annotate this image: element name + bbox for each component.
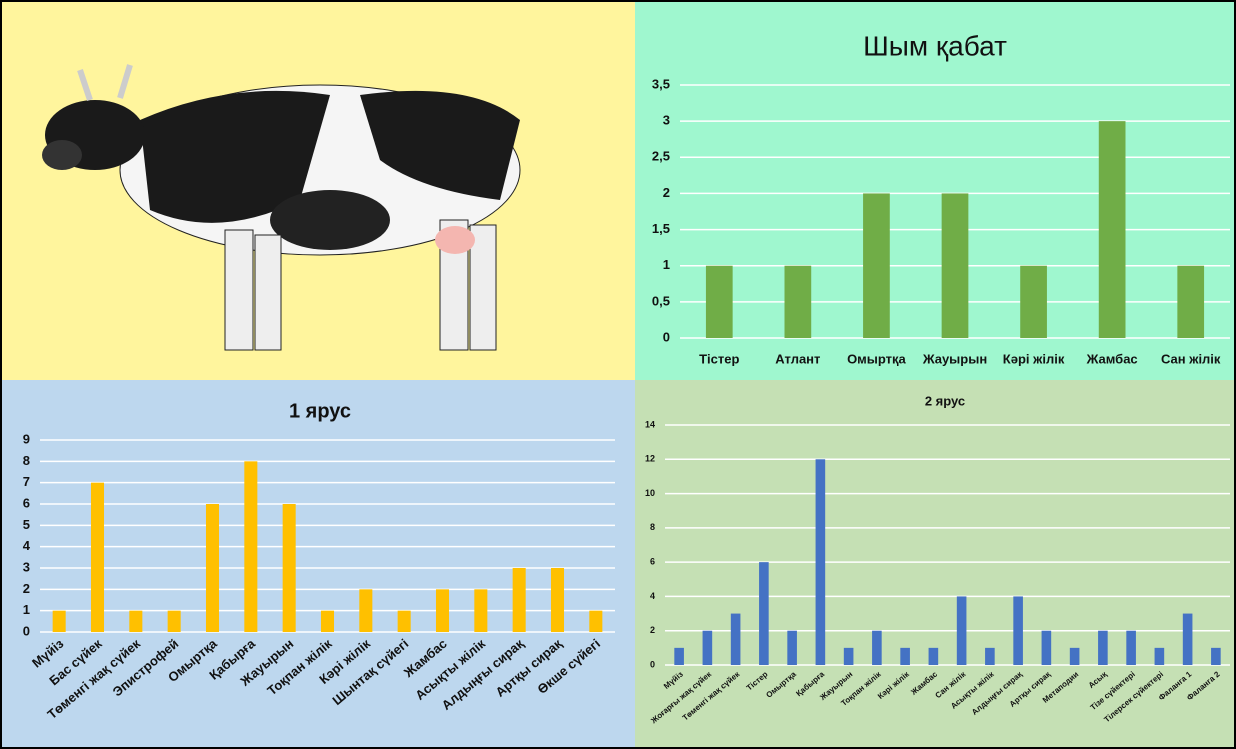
x-tick-label: Омыртқа <box>847 351 906 366</box>
bar <box>900 647 910 665</box>
y-tick-label: 1 <box>663 257 670 272</box>
bar <box>474 589 488 632</box>
bar <box>359 589 373 632</box>
bar <box>1126 630 1136 665</box>
y-tick-label: 0,5 <box>652 293 670 308</box>
chart-title: 2 ярус <box>925 393 965 408</box>
bar <box>589 610 603 632</box>
bar <box>90 482 105 632</box>
panel-bg <box>0 380 635 749</box>
bar <box>787 630 797 665</box>
bar <box>1013 596 1023 665</box>
y-tick-label: 8 <box>23 453 30 468</box>
bar <box>1154 647 1165 665</box>
bar <box>863 193 890 338</box>
panel-bg <box>635 380 1236 749</box>
y-tick-label: 1,5 <box>652 221 670 236</box>
y-tick-label: 3,5 <box>652 76 670 91</box>
y-tick-label: 0 <box>663 329 670 344</box>
y-tick-label: 0 <box>23 623 30 638</box>
y-tick-label: 4 <box>23 538 31 553</box>
bar <box>1069 647 1080 665</box>
chart-title: Шым қабат <box>863 30 1007 61</box>
bar <box>52 610 66 632</box>
y-tick-label: 2 <box>650 625 655 635</box>
bar <box>282 504 296 632</box>
x-tick-label: Сан жілік <box>1161 351 1221 366</box>
bar <box>843 647 854 665</box>
bar <box>167 610 181 632</box>
y-tick-label: 4 <box>650 591 655 601</box>
bar <box>985 647 995 665</box>
bar <box>705 265 733 338</box>
bar <box>941 193 969 338</box>
bar <box>397 610 411 632</box>
bar <box>320 610 335 632</box>
y-tick-label: 0 <box>650 659 655 669</box>
y-tick-label: 2 <box>663 185 670 200</box>
bar <box>1177 265 1205 338</box>
chart-title: 1 ярус <box>289 400 351 422</box>
y-tick-label: 9 <box>23 431 30 446</box>
bar <box>512 568 526 632</box>
bar <box>129 610 143 632</box>
bar <box>435 589 450 632</box>
bar <box>784 265 812 338</box>
bar <box>1211 647 1221 665</box>
y-tick-label: 2,5 <box>652 149 670 164</box>
y-tick-label: 6 <box>23 495 30 510</box>
bar <box>759 562 769 665</box>
x-tick-label: Кәрі жілік <box>1003 351 1065 366</box>
y-tick-label: 8 <box>650 522 655 532</box>
bar <box>815 459 826 665</box>
x-tick-label: Атлант <box>775 351 820 366</box>
cow <box>42 64 521 351</box>
bar <box>550 568 565 632</box>
bar <box>956 596 967 665</box>
bar <box>1020 265 1047 338</box>
y-tick-label: 1 <box>23 602 30 617</box>
y-tick-label: 3 <box>23 559 30 574</box>
x-tick-label: Жамбас <box>1086 351 1138 366</box>
y-tick-label: 6 <box>650 557 655 567</box>
bar <box>205 504 220 632</box>
bar <box>928 647 939 665</box>
bar <box>674 647 684 665</box>
bar <box>1182 613 1193 665</box>
bar <box>702 630 713 665</box>
y-tick-label: 12 <box>645 454 655 464</box>
y-tick-label: 2 <box>23 581 30 596</box>
bar <box>1041 630 1052 665</box>
x-tick-label: Жауырын <box>922 351 987 366</box>
y-tick-label: 14 <box>645 419 655 429</box>
bar <box>1098 121 1126 339</box>
y-tick-label: 5 <box>23 517 30 532</box>
bar <box>1098 630 1108 665</box>
y-tick-label: 7 <box>23 474 30 489</box>
y-tick-label: 10 <box>645 488 655 498</box>
bar <box>730 613 741 665</box>
panel-bg <box>635 0 1236 380</box>
bar <box>872 630 882 665</box>
y-tick-label: 3 <box>663 113 670 128</box>
bar <box>244 461 258 632</box>
x-tick-label: Тістер <box>699 351 739 366</box>
